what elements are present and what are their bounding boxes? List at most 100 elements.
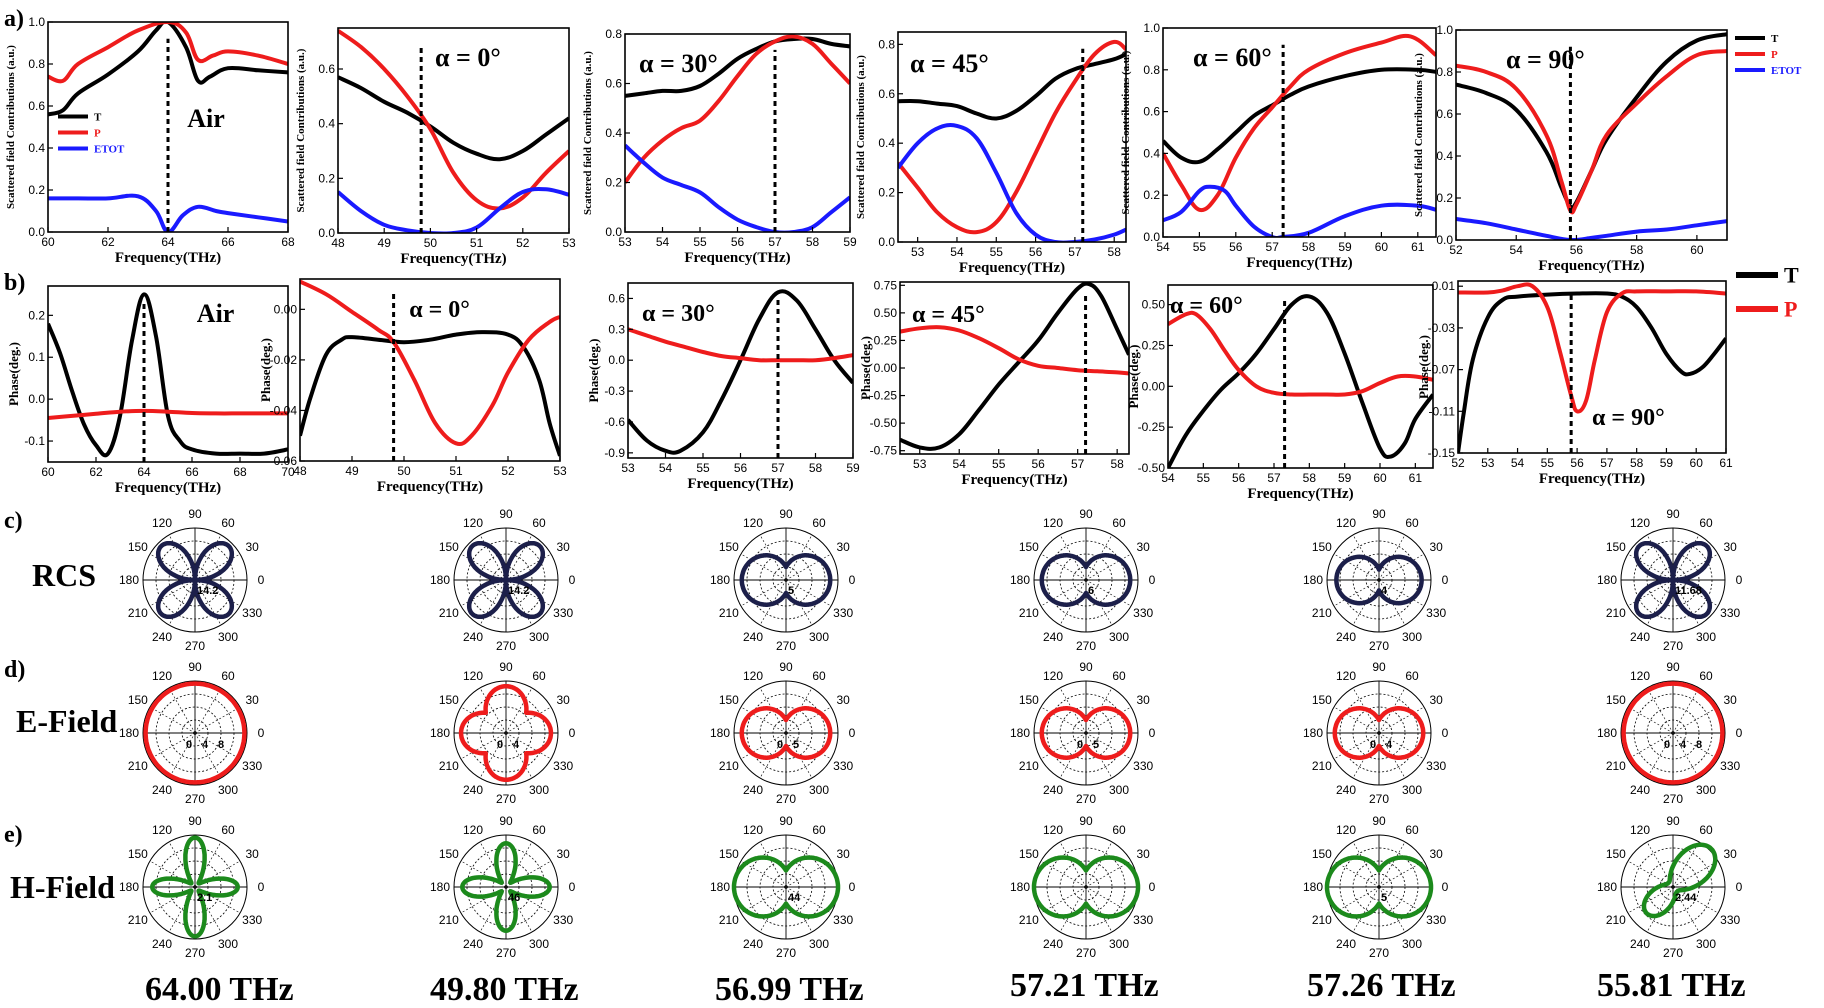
polar-angle-label: 90: [779, 814, 793, 828]
x-tick-label: 57: [1266, 240, 1280, 254]
polar-spoke: [1378, 732, 1425, 760]
y-tick-label: 0.6: [1143, 105, 1160, 119]
polar-radial-label: 5: [1381, 892, 1387, 904]
polar-radial-tick: 4: [1386, 739, 1393, 751]
polar-angle-label: 60: [812, 669, 826, 683]
polar-pattern-rcs: [1039, 553, 1133, 607]
y-tick-label: 0.6: [28, 99, 45, 113]
chart-a1: 60 62 64 66 68 0.0 0.2 0.4 0.6 0.8 1.0 Frequency(TH…: [5, 15, 295, 266]
polar-plot-e-5: 0 30 60 90 120 150 180 210 240 270 300 330 5: [1303, 814, 1449, 960]
series-line-P: [300, 279, 560, 447]
polar-angle-label: 270: [185, 946, 205, 960]
polar-angle-label: 30: [245, 847, 259, 861]
y-axis-title: Scattered field Contributions (a.u.): [5, 45, 17, 209]
polar-angle-label: 150: [1019, 847, 1039, 861]
polar-angle-label: 60: [1405, 823, 1419, 837]
polar-radial-label: 14.2: [197, 585, 218, 597]
x-tick-label: 57: [1267, 471, 1281, 485]
x-tick-label: 53: [553, 464, 567, 478]
y-tick-label: 0.8: [1436, 65, 1453, 79]
polar-angle-label: 120: [1043, 669, 1063, 683]
polar-angle-label: 30: [1429, 540, 1443, 554]
plot-frame: [897, 31, 1127, 243]
series-line-T: [628, 289, 853, 455]
x-axis-title: Frequency(THz): [377, 479, 483, 495]
polar-angle-label: 270: [776, 639, 796, 653]
y-tick-label: 0.3: [608, 322, 625, 336]
polar-radial-label: 14.2: [508, 585, 529, 597]
polar-angle-label: 210: [1312, 913, 1332, 927]
chart-a6: 52 54 56 58 60 0.0 0.2 0.4 0.6 0.8 1.0 Frequency(TH…: [1413, 23, 1802, 274]
x-tick-label: 54: [1511, 456, 1525, 470]
polar-spoke: [1333, 706, 1380, 734]
series-line-P: [1458, 282, 1726, 414]
polar-angle-label: 150: [128, 693, 148, 707]
x-tick-label: 58: [806, 235, 820, 249]
polar-spoke: [1378, 579, 1425, 607]
polar-spoke: [1040, 732, 1087, 760]
y-tick-label: -0.25: [1138, 420, 1166, 434]
polar-spoke: [168, 687, 196, 734]
y-tick-label: -0.15: [1428, 446, 1456, 460]
series-line-P: [625, 34, 850, 184]
polar-angle-label: 180: [710, 726, 730, 740]
polar-angle-label: 240: [1043, 630, 1063, 644]
polar-angle-label: 240: [1336, 630, 1356, 644]
polar-plot-e-3: 0 30 60 90 120 150 180 210 240 270 300 330 44: [710, 814, 856, 960]
polar-angle-label: 210: [128, 759, 148, 773]
polar-radial-label: 4: [1381, 585, 1388, 597]
polar-spoke: [1646, 732, 1674, 779]
polar-radial-tick: 0: [186, 739, 192, 751]
polar-angle-label: 90: [188, 660, 202, 674]
polar-angle-label: 270: [1663, 639, 1683, 653]
polar-angle-label: 300: [809, 630, 829, 644]
plot-frame: [1455, 29, 1728, 241]
polar-angle-label: 90: [499, 814, 513, 828]
polar-spoke: [759, 886, 787, 933]
x-tick-label: 57: [771, 461, 785, 475]
y-axis-title: Phase(deg.): [586, 339, 601, 403]
polar-angle-label: 180: [1597, 880, 1617, 894]
polar-angle-label: 0: [258, 880, 265, 894]
x-tick-label: 58: [1302, 240, 1316, 254]
polar-radial-tick: 5: [793, 739, 799, 751]
polar-angle-label: 60: [1699, 669, 1713, 683]
y-tick-label: 0.50: [874, 306, 898, 320]
y-tick-label: 0.0: [318, 226, 335, 240]
x-tick-label: 53: [1481, 456, 1495, 470]
chart-annotation: Air: [187, 104, 225, 133]
y-tick-label: 0.0: [1436, 233, 1453, 247]
polar-angle-label: 240: [152, 937, 172, 951]
polar-angle-label: 90: [1372, 507, 1386, 521]
polar-angle-label: 300: [1696, 937, 1716, 951]
x-tick-label: 57: [1068, 245, 1082, 259]
polar-angle-label: 240: [1336, 937, 1356, 951]
polar-spoke: [194, 732, 222, 779]
polar-angle-label: 300: [218, 937, 238, 951]
polar-spoke: [1627, 553, 1674, 581]
polar-angle-label: 330: [1720, 606, 1740, 620]
polar-angle-label: 300: [1109, 937, 1129, 951]
y-tick-label: 0.1: [28, 350, 45, 364]
polar-angle-label: 270: [1369, 639, 1389, 653]
polar-pattern-rcs: [1334, 554, 1424, 606]
y-tick-label: -0.06: [270, 454, 298, 468]
polar-angle-label: 0: [849, 726, 856, 740]
polar-spoke: [1672, 706, 1719, 734]
polar-radial-tick: 0: [1664, 739, 1670, 751]
polar-angle-label: 90: [1079, 660, 1093, 674]
polar-angle-label: 90: [1666, 660, 1680, 674]
legend-label-ETOT: ETOT: [94, 143, 125, 155]
x-tick-label: 50: [424, 236, 438, 250]
polar-pattern-h-field: [731, 855, 841, 919]
y-tick-label: -0.25: [870, 389, 898, 403]
polar-angle-label: 60: [1699, 516, 1713, 530]
series-line-ETOT: [625, 143, 850, 232]
freq-label-5: 57.26 THz: [1307, 967, 1456, 1004]
row-label-efield: E-Field: [16, 703, 118, 739]
polar-angle-label: 0: [1442, 880, 1449, 894]
y-tick-label: -0.02: [270, 353, 298, 367]
polar-angle-label: 30: [245, 693, 259, 707]
polar-radial-tick: 4: [513, 739, 520, 751]
